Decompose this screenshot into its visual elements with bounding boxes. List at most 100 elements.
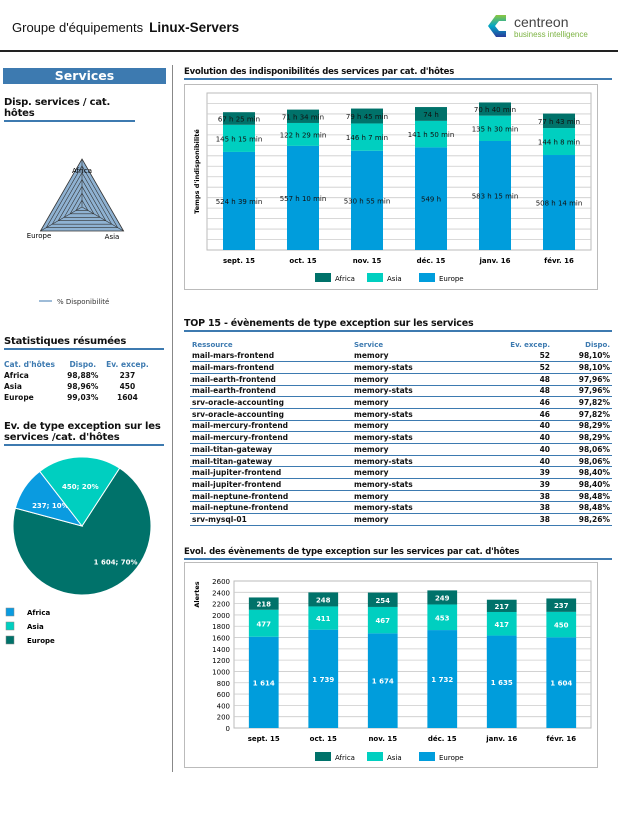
table-cell: 98,10% [552,361,612,374]
report-title: Groupe d'équipements Linux-Servers [12,20,239,35]
data-label: 70 h 40 min [474,106,516,114]
table-row: mail-mars-frontend memory-stats 52 98,10% [190,361,612,374]
table-cell: memory [352,373,502,386]
radar-grid [63,185,101,218]
y-tick: 1200 [212,657,230,665]
x-tick: oct. 15 [310,735,337,743]
x-tick: févr. 16 [546,735,576,743]
table-cell: mail-neptune-frontend [190,501,352,515]
bar-europe [415,147,447,250]
x-tick: janv. 16 [479,257,511,265]
table-cell: 97,96% [552,373,612,386]
radar-axis-label: Africa [72,167,92,175]
data-label: 1 732 [431,676,453,684]
table-row: mail-mercury-frontend memory 40 98,29% [190,420,612,433]
radar-axis [81,206,124,232]
pie-legend-label: Asia [27,623,44,631]
table-cell: memory [352,513,502,526]
y-tick: 2400 [212,589,230,597]
legend-label: Europe [439,754,464,762]
chart2-title: Evol. des évènements de type exception s… [184,547,612,560]
y-tick: 1600 [212,635,230,643]
data-label: 122 h 29 min [280,131,327,139]
col-header: Ressource [192,340,233,349]
radar-grid [69,192,95,215]
table-cell: 97,82% [552,408,612,421]
x-tick: sept. 15 [248,735,280,743]
y-tick: 2200 [212,601,230,609]
bar-europe [546,637,577,728]
legend-swatch [367,752,383,761]
table-row: mail-jupiter-frontend memory-stats 39 98,40… [190,478,612,491]
table-cell: mail-earth-frontend [190,385,352,398]
data-label: 1 604 [550,680,572,688]
bar-africa [543,113,575,129]
table-cell: 97,82% [552,396,612,409]
table-row: srv-oracle-accounting memory-stats 46 97,82… [190,408,612,421]
stats-cell: 98,88% [67,371,99,380]
y-tick: 1800 [212,623,230,631]
radar-axis [40,206,83,232]
data-label: 453 [435,614,450,622]
table-cell: mail-neptune-frontend [190,490,352,503]
data-label: 135 h 30 min [472,125,519,133]
stats-cell: 98,96% [67,382,99,391]
x-tick: nov. 15 [353,257,382,265]
table-row: mail-jupiter-frontend memory 39 98,40% [190,466,612,480]
radar-axis-label: Europe [27,232,52,240]
services-banner: Services [3,68,166,84]
table-cell: 98,40% [552,478,612,491]
data-label: 557 h 10 min [280,195,327,203]
group-name: Linux-Servers [149,20,240,35]
x-tick: sept. 15 [223,257,255,265]
legend-label: Asia [387,754,402,762]
data-label: 237 [554,602,569,610]
legend-swatch [315,273,331,282]
table-cell: 38 [502,513,552,526]
bar-europe [308,629,339,728]
pie-label: 237; 10% [32,502,69,510]
bar-asia [248,609,279,637]
legend-swatch [419,752,435,761]
stats-cell: Europe [4,393,34,402]
pie-legend-swatch [5,635,15,645]
table-cell: memory [352,490,502,503]
data-label: 77 h 43 min [538,118,580,126]
stats-cell: 450 [119,382,136,391]
table-cell: memory-stats [352,478,502,491]
table-cell: 97,96% [552,385,612,398]
data-label: 467 [375,617,390,625]
y-tick: 0 [226,725,230,733]
table-cell: 46 [502,396,552,409]
svg-text:business intelligence: business intelligence [514,30,588,39]
table-cell: srv-oracle-accounting [190,408,352,421]
radar-chart: Africa Asia Europe % Disponibilité [27,158,125,306]
y-tick: 2000 [212,612,230,620]
exceptions-chart: 0 200 400 600 800 1000 1200 1400 1600 1800 2000 220… [184,562,598,768]
x-tick: nov. 15 [368,735,397,743]
centreon-logo: centreon business intelligence [484,12,614,42]
bar-asia [351,123,383,151]
pie-legend-swatch [5,607,15,617]
bar-africa [367,592,398,607]
col-header: Dispo. [69,360,97,369]
table-cell: 48 [502,385,552,398]
table-cell: mail-mercury-frontend [190,420,352,433]
pie-slice-asia [39,456,121,527]
legend-label: Europe [439,275,464,283]
data-label: 146 h 7 min [346,134,388,142]
table-cell: mail-jupiter-frontend [190,478,352,491]
table-cell: memory-stats [352,455,502,468]
top15-table: Ressource Service Ev. excep. Dispo. mail-ma… [190,339,612,526]
table-row: mail-neptune-frontend memory-stats 38 98,48… [190,501,612,515]
stats-row: Africa 98,88% 237 [3,370,153,381]
data-label: 530 h 55 min [344,197,391,205]
x-tick: févr. 16 [544,257,574,265]
data-label: 145 h 15 min [216,135,263,143]
bar-africa [427,590,458,605]
table-cell: 98,26% [552,513,612,526]
table-cell: mail-mars-frontend [190,350,352,363]
table-row: srv-oracle-accounting memory 46 97,82% [190,396,612,409]
bar-africa [351,108,383,124]
bar-europe [427,630,458,728]
